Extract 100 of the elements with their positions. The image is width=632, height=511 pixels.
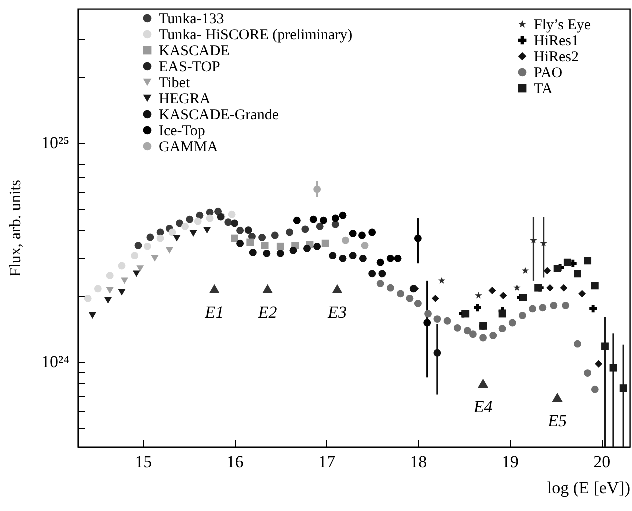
point <box>132 270 140 278</box>
point <box>584 370 592 377</box>
point <box>462 310 470 318</box>
point <box>293 216 301 224</box>
point <box>106 272 114 280</box>
point <box>231 220 239 228</box>
x-tick-label: 18 <box>410 452 428 472</box>
point <box>106 288 114 294</box>
annotation: E3 <box>327 302 347 322</box>
point <box>414 234 422 242</box>
y-tick-label: 10²⁴ <box>41 352 70 372</box>
point <box>602 342 609 350</box>
point <box>342 236 350 244</box>
point <box>332 214 340 222</box>
point <box>386 284 394 292</box>
point <box>368 270 376 278</box>
point <box>406 294 414 302</box>
point <box>544 267 552 275</box>
point <box>539 304 547 312</box>
point <box>584 257 592 265</box>
point <box>156 234 164 242</box>
point <box>118 289 126 296</box>
point <box>88 312 96 319</box>
legend-label: HiRes1 <box>534 34 579 50</box>
point <box>529 305 537 313</box>
point <box>236 240 244 248</box>
point <box>320 216 328 224</box>
x-tick-label: 15 <box>135 452 152 472</box>
point <box>302 226 310 234</box>
point <box>271 232 279 240</box>
legend-label: PAO <box>534 66 563 82</box>
annotation: E1 <box>204 302 224 322</box>
point <box>508 319 516 327</box>
point <box>368 228 376 236</box>
point <box>322 240 330 248</box>
legend-label: KASCADE-Grande <box>159 108 280 124</box>
point <box>474 304 482 312</box>
point <box>454 324 462 332</box>
point <box>329 252 337 260</box>
point <box>339 254 347 262</box>
point <box>231 234 239 242</box>
point <box>434 316 442 323</box>
x-tick-label: 17 <box>318 452 336 472</box>
point <box>304 244 311 252</box>
point <box>610 364 618 372</box>
point <box>469 330 477 338</box>
x-tick-label: 19 <box>502 452 519 472</box>
point <box>190 230 198 237</box>
point <box>144 242 152 250</box>
point <box>361 242 369 250</box>
point <box>554 265 562 272</box>
point <box>376 258 384 266</box>
point <box>196 212 204 220</box>
y-axis-title: Flux, arb. units <box>7 180 24 277</box>
legend-label: TA <box>534 82 553 98</box>
point <box>514 284 521 292</box>
point <box>424 310 432 318</box>
y-tick-label: 10²⁵ <box>41 134 70 153</box>
point <box>146 234 154 242</box>
point <box>520 294 528 302</box>
point <box>546 284 554 292</box>
legend-label: HiRes2 <box>534 50 579 66</box>
point <box>261 242 269 250</box>
point <box>244 226 252 234</box>
point <box>84 294 92 302</box>
point <box>224 218 232 226</box>
point <box>434 349 442 357</box>
point <box>151 255 159 262</box>
point <box>432 294 440 302</box>
point <box>386 254 394 262</box>
x-tick-label: 20 <box>594 452 611 472</box>
point <box>263 250 271 258</box>
point <box>480 334 487 342</box>
point <box>444 317 452 325</box>
point <box>182 222 189 230</box>
x-axis-title: log (E [eV]) <box>547 478 630 498</box>
point <box>349 230 357 238</box>
point <box>290 246 298 254</box>
point <box>194 218 202 226</box>
point <box>310 216 318 224</box>
point <box>574 340 582 348</box>
point <box>550 302 558 310</box>
point <box>186 216 194 224</box>
point <box>595 360 603 368</box>
point <box>332 220 340 228</box>
point <box>176 220 184 228</box>
point <box>339 212 347 220</box>
point <box>574 270 582 278</box>
point <box>246 238 254 246</box>
point <box>168 228 176 236</box>
point <box>236 226 244 234</box>
point <box>206 214 214 222</box>
point <box>276 242 284 250</box>
point <box>136 266 144 272</box>
point <box>500 292 508 300</box>
legend-label: Tibet <box>159 76 191 92</box>
point <box>591 282 599 290</box>
legend-label: GAMMA <box>159 140 218 156</box>
point <box>378 270 386 278</box>
point <box>519 312 526 320</box>
